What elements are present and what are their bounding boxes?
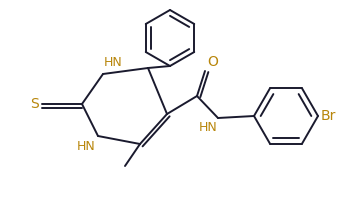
Text: HN: HN (104, 56, 123, 69)
Text: HN: HN (198, 121, 217, 134)
Text: S: S (30, 97, 39, 111)
Text: O: O (207, 55, 218, 69)
Text: Br: Br (321, 109, 336, 123)
Text: HN: HN (77, 140, 96, 153)
